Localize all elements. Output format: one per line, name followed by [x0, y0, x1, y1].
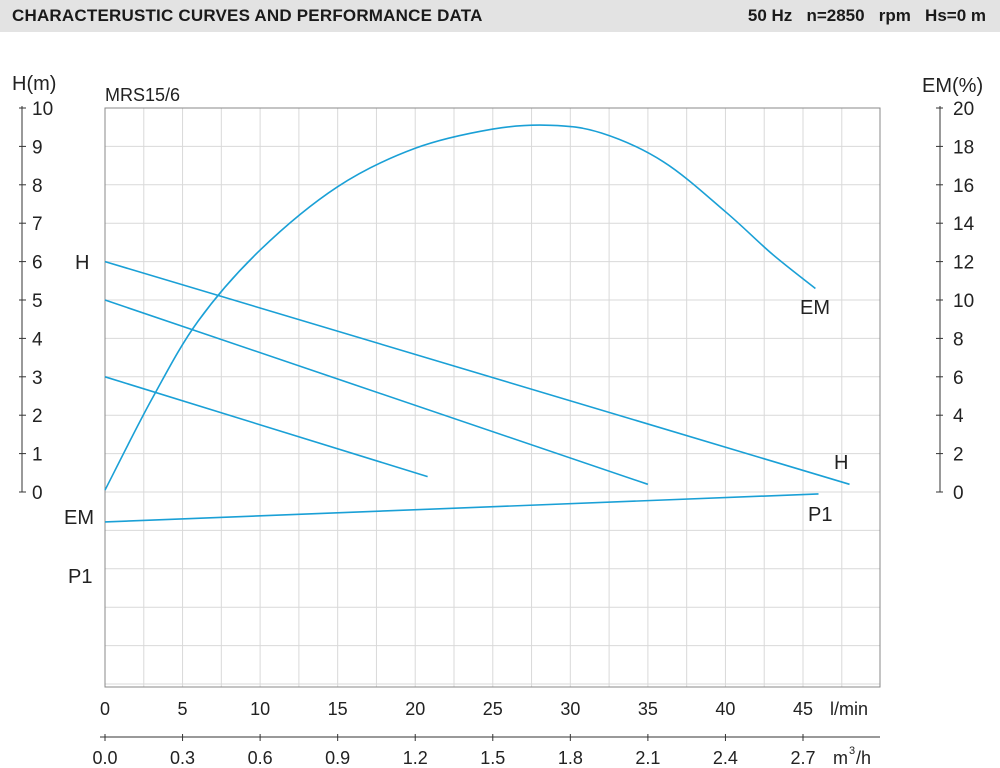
- x-secondary-tick-label: 2.4: [713, 748, 738, 768]
- x-secondary-tick-label: 2.1: [635, 748, 660, 768]
- curve-label-h-left: H: [75, 252, 89, 274]
- x-primary-tick-label: 40: [715, 699, 735, 719]
- y-right-tick-label: 2: [953, 445, 964, 466]
- y-right-tick-label: 8: [953, 329, 964, 350]
- curve-h-2: [104, 376, 428, 478]
- curve-label-p1-right: P1: [808, 504, 832, 526]
- x-secondary-tick-label: 0.0: [92, 748, 117, 768]
- x-primary-tick-label: 15: [328, 699, 348, 719]
- header-bar: CHARACTERUSTIC CURVES AND PERFORMANCE DA…: [0, 0, 1000, 32]
- x-primary-tick-label: 35: [638, 699, 658, 719]
- curve-label-em-left: EM: [64, 507, 94, 529]
- chart-curves: [104, 124, 850, 523]
- y-left-tick-label: 2: [32, 406, 43, 427]
- curve-em-3: [104, 124, 816, 491]
- operating-specs: 50 Hz n=2850 rpm Hs=0 m: [747, 6, 986, 25]
- y-left-tick-label: 1: [32, 445, 43, 466]
- y-right-tick-label: 6: [953, 368, 964, 389]
- curve-h-1: [104, 299, 649, 486]
- x-primary-tick-label: 20: [405, 699, 425, 719]
- plot-frame: [104, 107, 881, 688]
- curve-h-0: [104, 260, 850, 486]
- x-primary-tick-label: 10: [250, 699, 270, 719]
- x-secondary-tick-label: 1.2: [403, 748, 428, 768]
- y-right-tick-label: 14: [953, 214, 975, 235]
- y-left-tick-label: 7: [32, 214, 43, 235]
- x-secondary-tick-label: 0.6: [248, 748, 273, 768]
- y-right-tick-label: 16: [953, 176, 974, 197]
- x-secondary-unit-tail: /h: [856, 748, 871, 768]
- curve-label-em-right: EM: [800, 297, 830, 319]
- x-primary-tick-label: 45: [793, 699, 813, 719]
- y-right-tick-label: 4: [953, 406, 964, 427]
- y-left-tick-label: 6: [32, 253, 43, 274]
- x-primary-tick-label: 30: [560, 699, 580, 719]
- chart-grid: [105, 108, 880, 687]
- y-right-axis-label: EM(%): [922, 75, 983, 97]
- y-left-tick-label: 0: [32, 483, 43, 504]
- y-left-tick-label: 4: [32, 329, 43, 350]
- chart-labels: 012345678910H(m)02468101214161820EM(%)MR…: [12, 73, 983, 768]
- curve-label-p1-left: P1: [68, 566, 92, 588]
- x-primary-unit: l/min: [830, 699, 868, 719]
- y-left-tick-label: 5: [32, 291, 43, 312]
- y-left-tick-label: 9: [32, 137, 43, 158]
- curve-label-h-right: H: [834, 452, 848, 474]
- y-right-tick-label: 18: [953, 137, 974, 158]
- y-left-tick-label: 8: [32, 176, 43, 197]
- x-secondary-tick-label: 1.8: [558, 748, 583, 768]
- x-primary-tick-label: 0: [100, 699, 110, 719]
- chart-axes: [19, 106, 943, 741]
- curve-p1-4: [104, 493, 819, 523]
- x-secondary-tick-label: 0.9: [325, 748, 350, 768]
- y-right-tick-label: 12: [953, 253, 974, 274]
- x-secondary-tick-label: 2.7: [790, 748, 815, 768]
- y-left-axis-label: H(m): [12, 73, 56, 95]
- y-right-tick-label: 20: [953, 99, 974, 120]
- y-right-tick-label: 10: [953, 291, 974, 312]
- page-title: CHARACTERUSTIC CURVES AND PERFORMANCE DA…: [12, 6, 483, 25]
- model-label: MRS15/6: [105, 85, 180, 105]
- x-secondary-unit-base: m: [833, 748, 848, 768]
- x-primary-tick-label: 5: [178, 699, 188, 719]
- x-secondary-tick-label: 1.5: [480, 748, 505, 768]
- x-secondary-unit-sup: 3: [849, 745, 855, 757]
- y-right-tick-label: 0: [953, 483, 964, 504]
- x-secondary-tick-label: 0.3: [170, 748, 195, 768]
- y-left-tick-label: 3: [32, 368, 43, 389]
- y-left-tick-label: 10: [32, 99, 53, 120]
- x-primary-tick-label: 25: [483, 699, 503, 719]
